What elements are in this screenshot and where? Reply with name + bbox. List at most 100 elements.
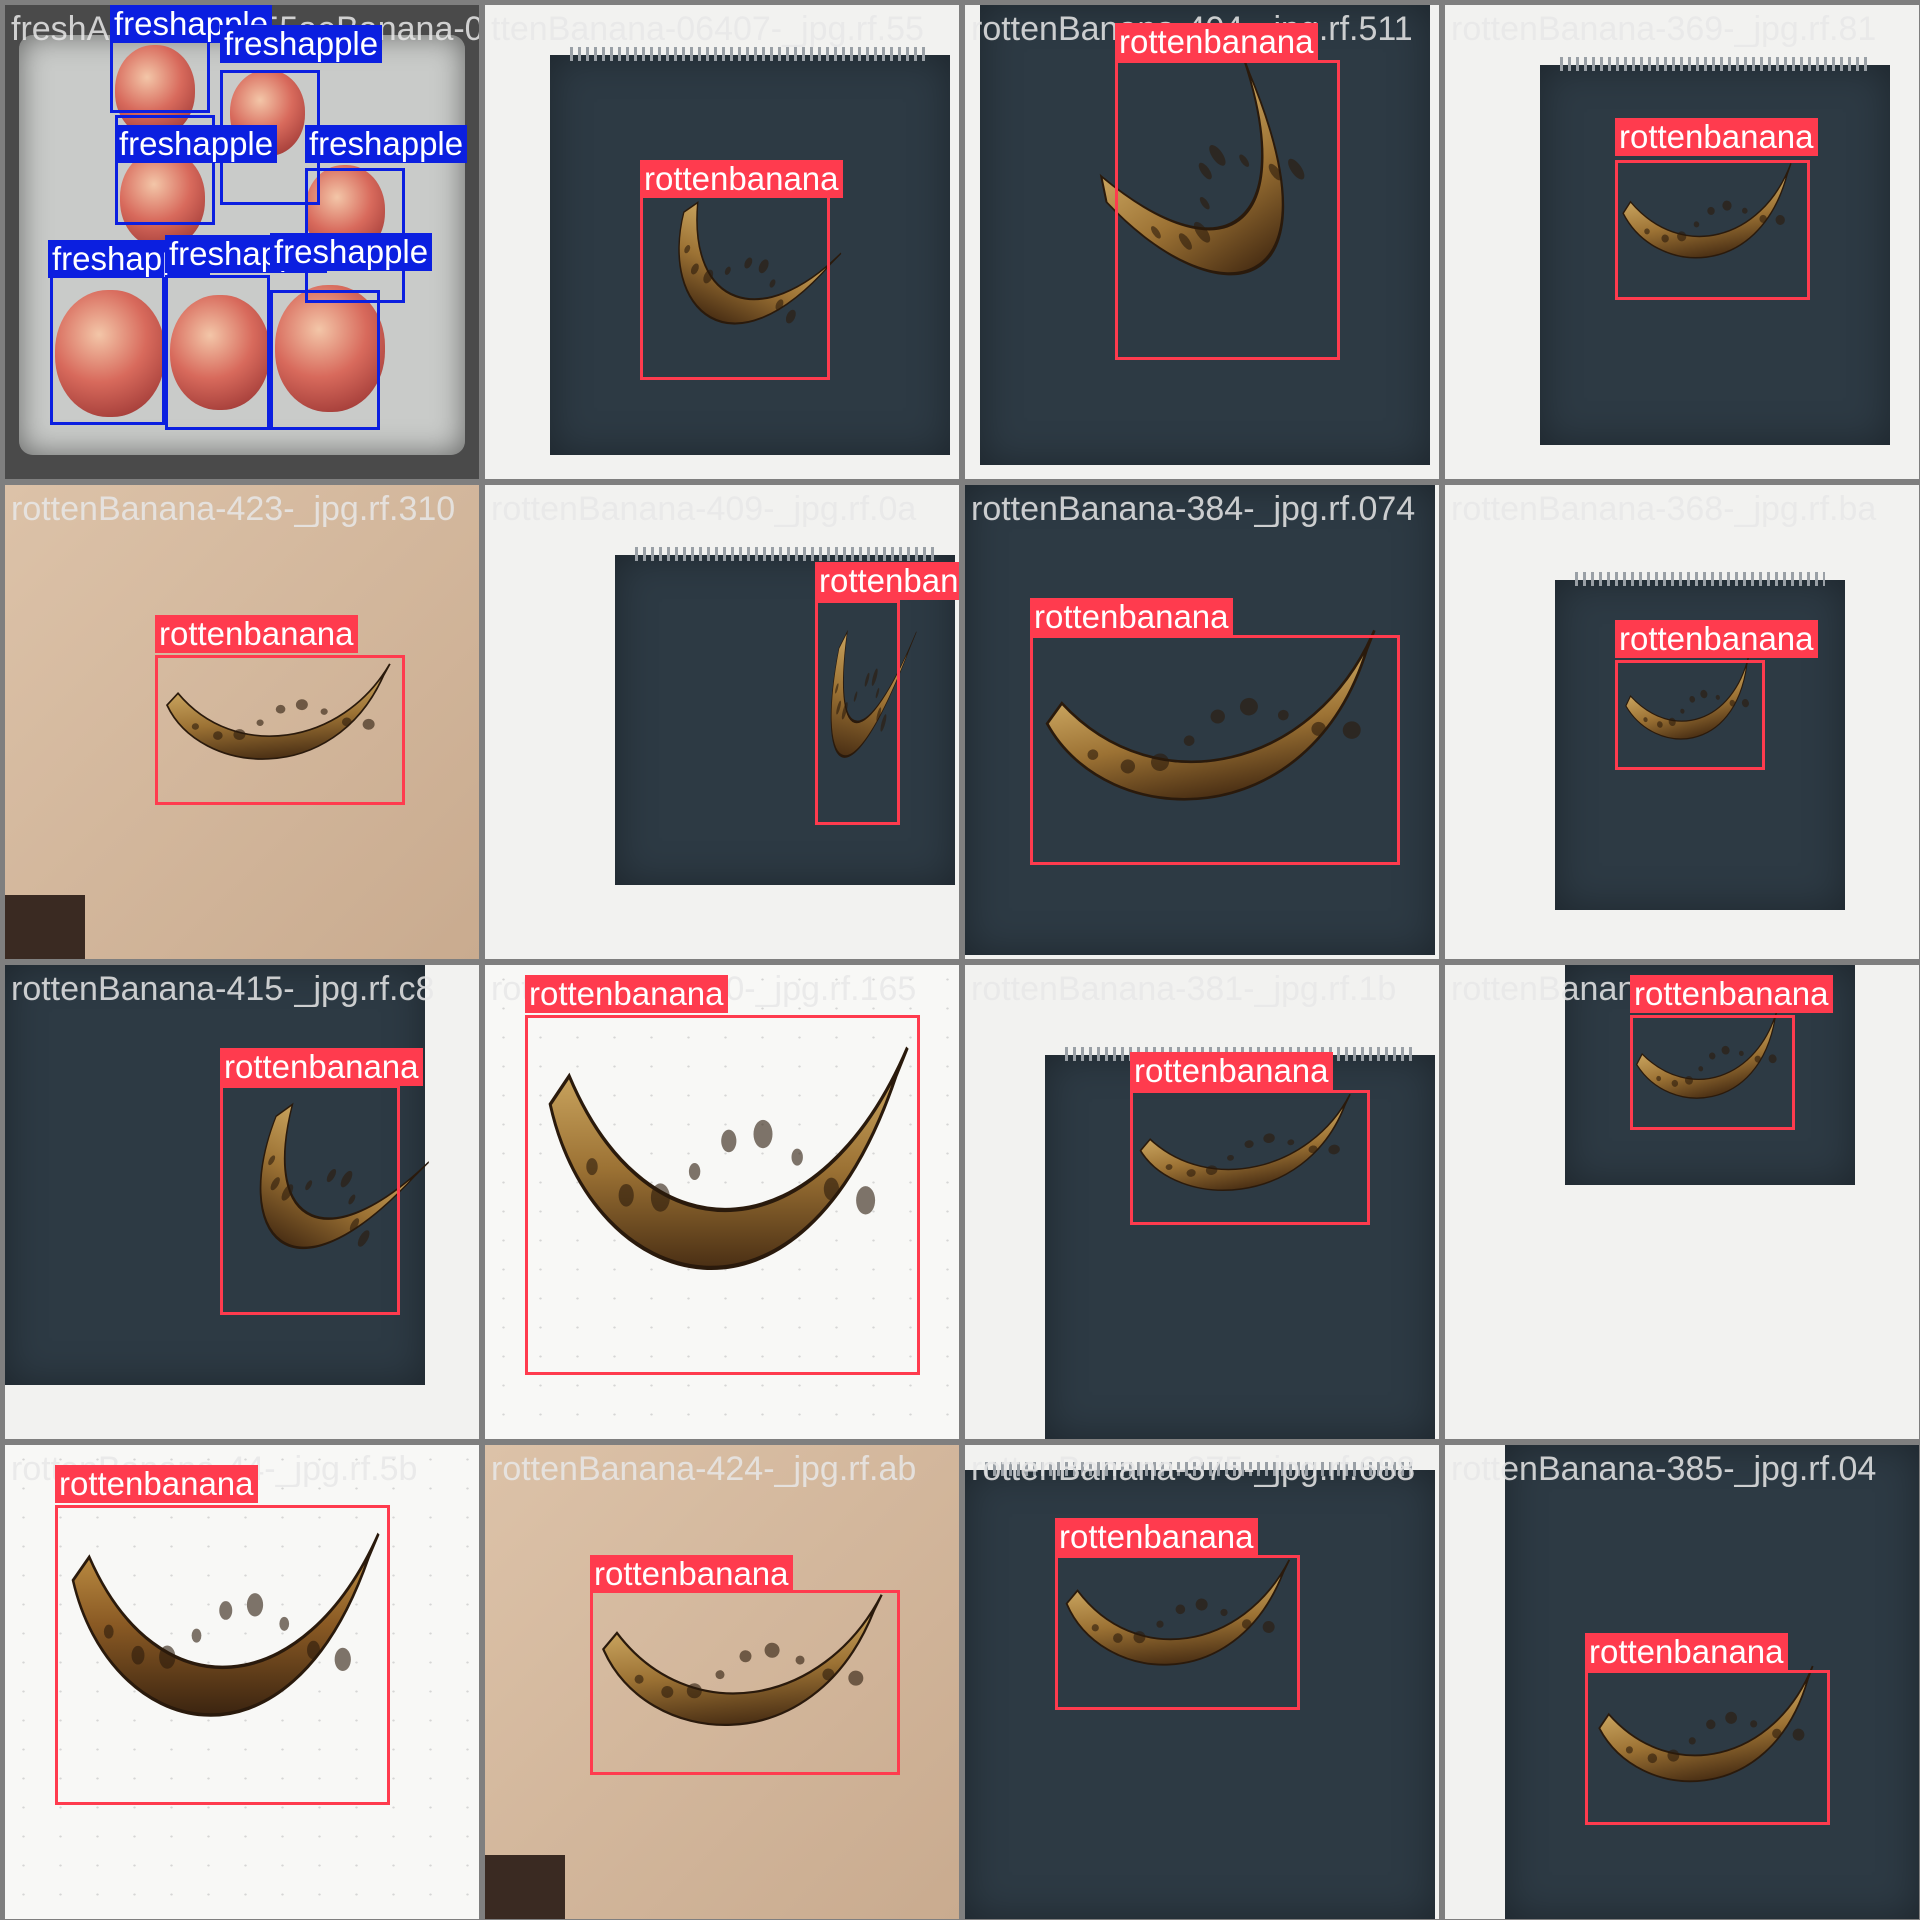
banana-image — [1025, 615, 1416, 884]
banana-image — [60, 1515, 385, 1795]
image-tile: rottenBanana-423-_jpg.rf.310 rottenbanana — [5, 485, 479, 959]
tile-background — [965, 965, 1439, 1439]
tile-filename: rottenBanana-424-_jpg.rf.ab — [491, 1450, 917, 1488]
notebook — [550, 55, 950, 455]
image-tile: rottenBanana-f.8b rottenbanana — [1445, 965, 1919, 1439]
notebook — [1505, 1445, 1919, 1919]
bounding-box — [1055, 1555, 1300, 1710]
image-tile: rottenBanana-384-_jpg.rf.074 rottenbanana — [965, 485, 1439, 959]
bounding-box — [155, 655, 405, 805]
box-label: freshapple — [305, 125, 468, 163]
tile-filename: rottenBanana-369-_jpg.rf.81 — [1451, 10, 1877, 48]
box-label: rottenbanana — [1030, 598, 1233, 636]
apple-image — [275, 285, 385, 412]
notebook-spiral — [1575, 572, 1825, 586]
bounding-box — [165, 275, 270, 430]
banana-image — [186, 1068, 439, 1341]
bounding-box — [115, 115, 215, 225]
bounding-box — [1615, 660, 1765, 770]
bounding-box — [590, 1590, 900, 1775]
banana-image — [535, 1025, 915, 1365]
image-tile: rottenBanana-409-_jpg.rf.0a rottenbanana — [485, 485, 959, 959]
bounding-box — [815, 600, 900, 825]
notebook-spiral — [985, 1462, 1415, 1476]
apple-image — [170, 295, 270, 410]
tile-background — [1445, 5, 1919, 479]
box-label: rottenbanana — [815, 562, 959, 600]
notebook-spiral — [570, 47, 930, 61]
box-label: freshapple — [270, 233, 433, 271]
bounding-box — [1130, 1090, 1370, 1225]
apple-image — [120, 150, 205, 248]
box-label: freshapple — [115, 125, 278, 163]
box-label: freshapple — [220, 25, 383, 63]
banana-image — [1611, 155, 1814, 305]
box-label: rottenbanana — [640, 160, 843, 198]
tile-filename: rottenBanana-423-_jpg.rf.310 — [11, 490, 456, 528]
notebook — [5, 965, 425, 1385]
tile-filename: rottenBanana-375-_jpg.rf.688 — [971, 1450, 1416, 1488]
banana-image — [588, 1582, 903, 1787]
tile-filename: rottenBanana-368-_jpg.rf.ba — [1451, 490, 1877, 528]
box-label: rottenbanana — [1615, 620, 1818, 658]
box-label: rottenbanana — [1130, 1052, 1333, 1090]
tile-background — [485, 1445, 959, 1919]
banana-image — [155, 655, 405, 805]
image-tile: freshA...f.66639f55aeBanana-06407-_jpg.r… — [5, 5, 479, 479]
tile-background — [5, 965, 479, 1439]
bounding-box — [50, 270, 165, 425]
image-tile: rottenBanana-375-_jpg.rf.688 rottenbanana — [965, 1445, 1439, 1919]
banana-image — [1614, 649, 1775, 782]
tile-filename: ttenBanana-06407-_jpg.rf.55 — [491, 10, 924, 48]
image-tile: rottenBanana-385-_jpg.rf.04 rottenbanana — [1445, 1445, 1919, 1919]
bounding-box — [220, 1085, 400, 1315]
banana-image — [1624, 1001, 1806, 1144]
image-tile: rottenBanana-404-_jpg.rf.511rottenbanana — [965, 5, 1439, 479]
bounding-box — [1030, 635, 1400, 865]
tile-background — [485, 965, 959, 1439]
bounding-box — [270, 290, 380, 430]
image-tile: rottenBanana-369-_jpg.rf.81 rottenbanana — [1445, 5, 1919, 479]
tile-filename: rottenBanana-415-_jpg.rf.c8 — [11, 970, 435, 1008]
tile-filename: rottenBanana-384-_jpg.rf.074 — [971, 490, 1416, 528]
image-tile: rottenBanana-424-_jpg.rf.ab rottenbanana — [485, 1445, 959, 1919]
box-label: rottenbanana — [1585, 1633, 1788, 1671]
floor-corner — [5, 895, 85, 959]
tile-filename: rottenBanana-381-_jpg.rf.1b — [971, 970, 1397, 1008]
bounding-box — [1115, 60, 1340, 360]
bounding-box — [55, 1505, 390, 1805]
floor-corner — [485, 1855, 565, 1919]
tile-background — [965, 485, 1439, 959]
banana-image — [621, 172, 849, 402]
bounding-box — [1585, 1670, 1830, 1825]
bounding-box — [1630, 1015, 1795, 1130]
image-tile: rottenBanana-415-_jpg.rf.c8 rottenbanana — [5, 965, 479, 1439]
tile-background — [1445, 1445, 1919, 1919]
banana-image — [1054, 1550, 1306, 1715]
image-tile: rottenBanana-368-_jpg.rf.ba rottenbanana — [1445, 485, 1919, 959]
tile-background — [485, 5, 959, 479]
banana-image — [1127, 1086, 1373, 1239]
box-label: rottenbanana — [1615, 118, 1818, 156]
image-tile: ttenBanana-06407-_jpg.rf.55 rottenbanana — [485, 5, 959, 479]
notebook-spiral — [635, 547, 935, 561]
image-tile: rottenBanana-40-_jpg.rf.165rottenbanana — [485, 965, 959, 1439]
box-label: rottenbanana — [220, 1048, 423, 1086]
apple-image — [115, 45, 195, 137]
banana-image — [793, 599, 921, 826]
notebook-spiral — [1560, 57, 1870, 71]
box-label: rottenbanana — [1630, 975, 1833, 1013]
box-label: rottenbanana — [155, 615, 358, 653]
image-tile: rottenBanana-44-_jpg.rf.5brottenbanana — [5, 1445, 479, 1919]
box-label: rottenbanana — [590, 1555, 793, 1593]
notebook — [1045, 1055, 1435, 1439]
tile-filename: rottenBanana-409-_jpg.rf.0a — [491, 490, 917, 528]
tile-background — [5, 485, 479, 959]
apple-image — [55, 290, 165, 417]
box-label: rottenbanana — [55, 1465, 258, 1503]
notebook — [615, 555, 955, 885]
image-tile: rottenBanana-381-_jpg.rf.1b rottenbanana — [965, 965, 1439, 1439]
tile-filename: rottenBanana-385-_jpg.rf.04 — [1451, 1450, 1877, 1488]
box-label: rottenbanana — [1115, 23, 1318, 61]
